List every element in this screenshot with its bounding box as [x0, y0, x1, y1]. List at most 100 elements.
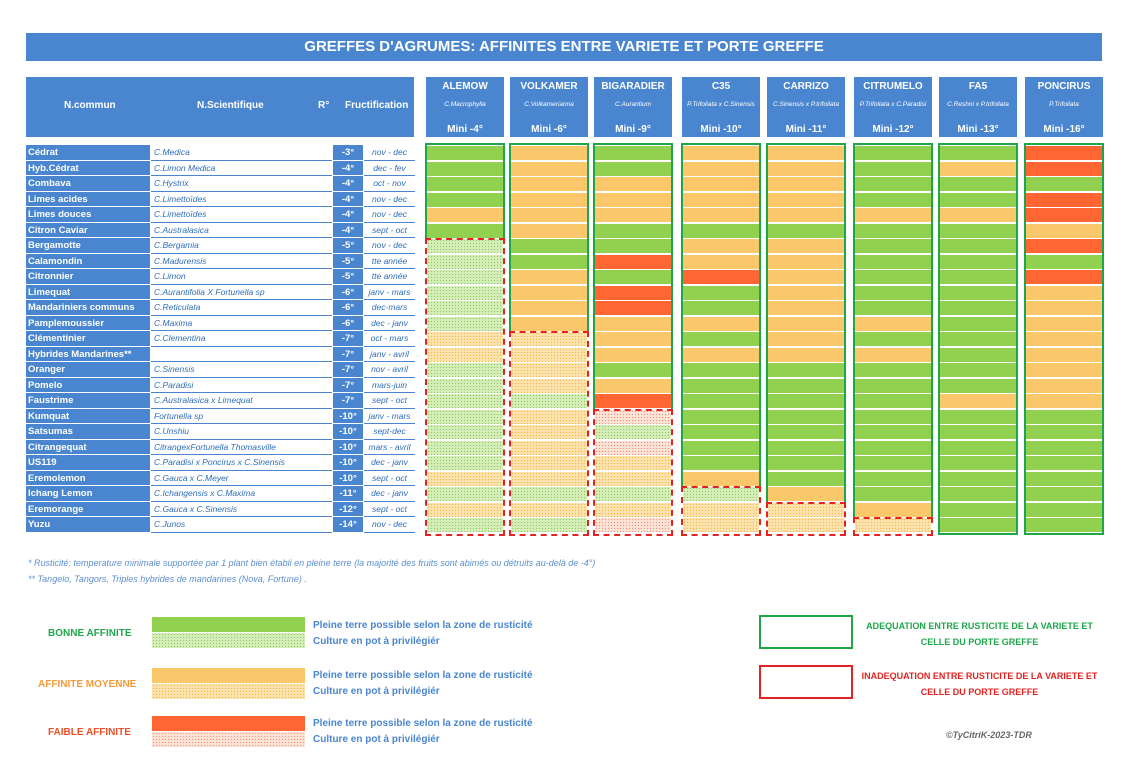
affinity-cell [511, 440, 587, 455]
header-scientific-name: N.Scientifique [197, 100, 264, 111]
affinity-cell [768, 363, 844, 377]
table-header: N.commun N.Scientifique R° Fructificatio… [26, 77, 414, 137]
legend-low-solid-swatch [152, 716, 305, 731]
legend-low-label: FAIBLE AFFINITE [48, 727, 131, 738]
variety-rusticity: -12° [333, 501, 363, 517]
table-row: Bergamotte C.Bergamia -5° nov - dec [26, 238, 415, 254]
variety-fructification: nov - dec [364, 191, 415, 207]
variety-name: Calamondin [26, 253, 150, 269]
affinity-cell [511, 332, 587, 346]
variety-fructification: mars-juin [364, 377, 415, 393]
affinity-cell [1026, 471, 1102, 486]
rootstock-header-2: BIGARADIER C.Aurantium Mini -9° [594, 77, 672, 137]
affinity-cell [855, 332, 931, 346]
affinity-cell [511, 146, 587, 160]
affinity-cell [683, 177, 759, 191]
affinity-cell [683, 208, 759, 222]
variety-fructification: nov - dec [364, 238, 415, 254]
variety-scientific-name: C.Ichangensis x C.Maxima [151, 486, 332, 502]
variety-fructification: tte année [364, 253, 415, 269]
legend-adequation-text: ADEQUATION ENTRE RUSTICITE DE LA VARIETE… [866, 621, 1093, 647]
rootstock-name: CITRUMELO [863, 81, 923, 92]
affinity-cell [595, 208, 671, 222]
table-row: Pamplemoussier C.Maxima -6° dec - janv [26, 315, 415, 331]
variety-fructification: nov - avril [364, 362, 415, 378]
affinity-cell [595, 347, 671, 362]
variety-scientific-name: C.Sinensis [151, 362, 332, 378]
variety-rusticity: -7° [333, 362, 363, 378]
affinity-cell [683, 363, 759, 377]
affinity-cell [427, 394, 503, 408]
affinity-cell [683, 316, 759, 331]
table-row: Citron Caviar C.Australasica -4° sept - oct [26, 222, 415, 238]
variety-scientific-name: C.Paradisi x Poncirus x C.Sinensis [151, 455, 332, 471]
copyright: ©TyCitriK-2023-TDR [946, 730, 1032, 740]
affinity-cell [427, 456, 503, 470]
affinity-cell [427, 223, 503, 238]
affinity-cell [940, 316, 1016, 331]
table-row: Yuzu C.Junos -14° nov - dec [26, 517, 415, 533]
affinity-cell [768, 502, 844, 517]
legend-good-solid-text: Pleine terre possible selon la zone de r… [313, 620, 533, 631]
affinity-cell [768, 161, 844, 176]
variety-scientific-name: C.Paradisi [151, 377, 332, 393]
affinity-cell [768, 254, 844, 269]
affinity-cell [855, 440, 931, 455]
affinity-cell [768, 270, 844, 284]
affinity-cell [595, 285, 671, 300]
affinity-cell [427, 285, 503, 300]
affinity-cell [683, 254, 759, 269]
variety-name: Mandariniers communs [26, 300, 150, 316]
affinity-cell [1026, 254, 1102, 269]
variety-rusticity: -10° [333, 455, 363, 471]
variety-name: Eremolemon [26, 470, 150, 486]
variety-rusticity: -3° [333, 145, 363, 161]
affinity-cell [511, 301, 587, 315]
affinity-cell [683, 471, 759, 486]
variety-fructification: sept - oct [364, 393, 415, 409]
variety-rusticity: -7° [333, 377, 363, 393]
legend-inadequation-box [759, 665, 853, 699]
variety-fructification: nov - dec [364, 517, 415, 533]
affinity-cell [683, 502, 759, 517]
affinity-cell [595, 161, 671, 176]
affinity-cell [855, 456, 931, 470]
affinity-cell [1026, 487, 1102, 501]
variety-rusticity: -11° [333, 486, 363, 502]
rootstock-header-3: C35 P.Trifoliata x C.Sinensis Mini -10° [682, 77, 760, 137]
table-row: Hyb.Cédrat C.Limon Medica -4° dec - fev [26, 160, 415, 176]
affinity-cell [427, 425, 503, 439]
affinity-cell [595, 425, 671, 439]
affinity-cell [1026, 440, 1102, 455]
affinity-cell [683, 332, 759, 346]
variety-name: Citrangequat [26, 439, 150, 455]
affinity-cell [768, 223, 844, 238]
table-row: Limes acides C.Limettoïdes -4° nov - dec [26, 191, 415, 207]
variety-rusticity: -7° [333, 393, 363, 409]
variety-rusticity: -6° [333, 300, 363, 316]
affinity-cell [768, 146, 844, 160]
legend-low-solid-text: Pleine terre possible selon la zone de r… [313, 718, 533, 729]
legend-adequation-box [759, 615, 853, 649]
affinity-cell [511, 192, 587, 207]
affinity-cell [855, 285, 931, 300]
note-rusticity: * Rusticité: temperature minimale suppor… [28, 558, 596, 568]
affinity-cell [511, 239, 587, 253]
affinity-cell [511, 471, 587, 486]
affinity-cell [768, 425, 844, 439]
rootstock-scientific-name: C.Reshni x P.trifoliata [947, 101, 1009, 108]
affinity-cell [511, 409, 587, 424]
affinity-cell [511, 502, 587, 517]
table-row: Hybrides Mandarines** -7° janv - avril [26, 346, 415, 362]
affinity-cell [855, 316, 931, 331]
affinity-cell [940, 487, 1016, 501]
affinity-cell [940, 223, 1016, 238]
affinity-cell [427, 208, 503, 222]
affinity-cell [511, 208, 587, 222]
variety-name: Hybrides Mandarines** [26, 346, 150, 362]
variety-rusticity: -5° [333, 253, 363, 269]
affinity-cell [1026, 270, 1102, 284]
affinity-cell [595, 502, 671, 517]
variety-rusticity: -4° [333, 222, 363, 238]
affinity-cell [511, 316, 587, 331]
